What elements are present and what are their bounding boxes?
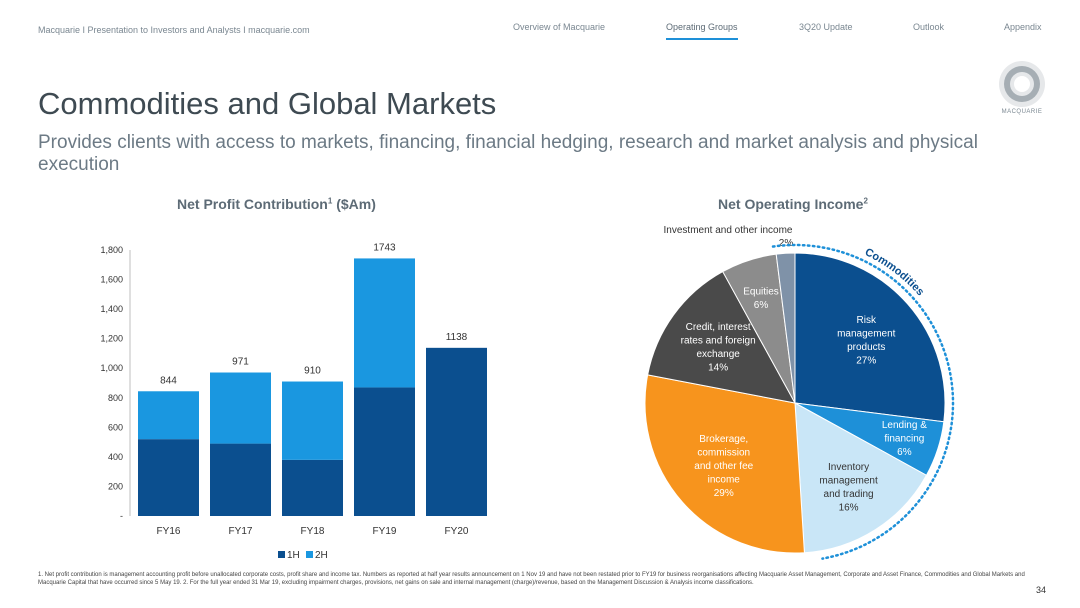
pie-label-line: Brokerage, — [699, 434, 748, 445]
pie-label-3: Brokerage, commission and other fee income 2… — [694, 434, 753, 499]
x-tick-label: FY16 — [157, 526, 181, 537]
pie-slice-2 — [794, 402, 928, 554]
y-tick-label: 1,200 — [100, 334, 123, 344]
pie-label-line: commission — [697, 447, 750, 458]
y-tick-label: 800 — [108, 393, 123, 403]
bar-2h-fy18 — [282, 381, 343, 460]
pie-slice-0 — [794, 252, 946, 423]
net-operating-income-pie-chart: Risk management products 27% Lending & financ… — [644, 225, 955, 560]
pie-label-line: Lending & — [882, 420, 927, 431]
bar-total-label: 971 — [232, 357, 249, 368]
bar-1h-fy19 — [354, 387, 415, 516]
legend-swatch-1h — [278, 551, 285, 558]
pie-label-0: Risk management products 27% — [837, 315, 896, 367]
bar-chart-title-text: Net Profit Contribution — [177, 196, 328, 212]
bar-total-label: 910 — [304, 366, 321, 377]
y-tick-label: 200 — [108, 481, 123, 491]
y-tick-label: 400 — [108, 452, 123, 462]
page-title: Commodities and Global Markets — [38, 86, 497, 121]
bar-2h-fy19 — [354, 258, 415, 388]
pie-label-line: 29% — [714, 488, 734, 499]
pie-label-6: Investment and other income — [664, 225, 793, 236]
legend-label-2h: 2H — [315, 550, 328, 561]
pie-label-line: 14% — [708, 362, 728, 373]
y-tick-label: 600 — [108, 422, 123, 432]
y-tick-label: - — [120, 511, 123, 521]
macquarie-logo — [999, 61, 1045, 107]
page-number: 34 — [1036, 585, 1047, 595]
net-profit-bar-chart: - 200 400 600 800 1,000 1,200 1,400 1,600 1,800 84… — [100, 242, 487, 561]
bar-total-label: 1138 — [446, 332, 468, 343]
bar-chart-title: Net Profit Contribution1 ($Am) — [177, 196, 376, 212]
top-bar: Macquarie I Presentation to Investors an… — [0, 0, 1080, 40]
pie-label-line: and other fee — [694, 461, 753, 472]
bar-chart-title-footnote-ref: 1 — [327, 196, 333, 206]
nav-outlook[interactable]: Outlook — [913, 22, 945, 32]
pie-label-line: Risk — [857, 315, 877, 326]
pie-label-line: Credit, interest — [686, 322, 751, 333]
pie-label-line: 6% — [897, 447, 912, 458]
nav-overview-of-macquarie[interactable]: Overview of Macquarie — [513, 22, 606, 32]
section-nav: Overview of Macquarie Operating Groups 3… — [0, 22, 1080, 42]
x-tick-label: FY20 — [445, 526, 469, 537]
x-tick-label: FY17 — [229, 526, 253, 537]
pie-label-line: products — [847, 342, 885, 353]
bar-2h-fy16 — [138, 391, 199, 440]
pie-label-line: management — [837, 328, 896, 339]
pie-label-line: Equities — [743, 287, 779, 298]
bar-1h-fy16 — [138, 439, 199, 516]
pie-label-4: Credit, interest rates and foreign exchang… — [681, 322, 756, 374]
legend-label-1h: 1H — [287, 550, 300, 561]
y-tick-label: 1,600 — [100, 275, 123, 285]
footnote: 1. Net profit contribution is management… — [38, 572, 1025, 586]
pie-chart-title-text: Net Operating Income — [718, 196, 864, 212]
bar-1h-fy20 — [426, 347, 487, 516]
pie-label-line: and trading — [824, 489, 874, 500]
y-tick-label: 1,000 — [100, 363, 123, 373]
logo-text: MACQUARIE — [1001, 109, 1043, 115]
legend-swatch-2h — [306, 551, 313, 558]
pie-label-line: 27% — [856, 355, 876, 366]
bar-1h-fy17 — [210, 443, 271, 516]
x-tick-label: FY18 — [301, 526, 325, 537]
pie-label-line: 6% — [754, 300, 769, 311]
nav-active-underline — [666, 38, 738, 40]
pie-slice-4 — [647, 270, 796, 404]
pie-label-line: Inventory — [828, 462, 869, 473]
pie-label-2: Inventory management and trading 16% — [819, 462, 878, 514]
pie-slice-6 — [775, 252, 796, 404]
pie-label-line: 16% — [839, 503, 859, 514]
pie-label-line: exchange — [696, 349, 740, 360]
commodities-dotted-arc — [771, 243, 955, 560]
pie-pct-6: 2% — [779, 238, 794, 249]
pie-label-line: income — [708, 474, 741, 485]
pie-label-line: financing — [884, 434, 924, 445]
nav-3q20-update[interactable]: 3Q20 Update — [799, 22, 853, 32]
pie-label-line: management — [819, 476, 878, 487]
x-tick-label: FY19 — [373, 526, 397, 537]
pie-chart-title-footnote-ref: 2 — [863, 196, 868, 206]
y-tick-label: 1,800 — [100, 245, 123, 255]
pie-chart-title: Net Operating Income2 — [718, 196, 868, 212]
pie-label-line: rates and foreign — [681, 335, 756, 346]
nav-appendix[interactable]: Appendix — [1004, 22, 1042, 32]
nav-operating-groups[interactable]: Operating Groups — [666, 22, 738, 32]
y-tick-label: 1,400 — [100, 304, 123, 314]
pie-slice-3 — [644, 374, 805, 554]
breadcrumb: Macquarie I Presentation to Investors an… — [38, 25, 310, 35]
bar-1h-fy18 — [282, 459, 343, 516]
pie-label-5: Equities 6% — [743, 287, 779, 312]
pie-label-1: Lending & financing 6% — [882, 420, 927, 458]
page-subtitle: Provides clients with access to markets,… — [38, 132, 978, 175]
bar-2h-fy17 — [210, 372, 271, 444]
bar-chart-title-unit: ($Am) — [332, 196, 376, 212]
bar-total-label: 1743 — [373, 242, 396, 253]
bar-total-label: 844 — [160, 375, 177, 386]
